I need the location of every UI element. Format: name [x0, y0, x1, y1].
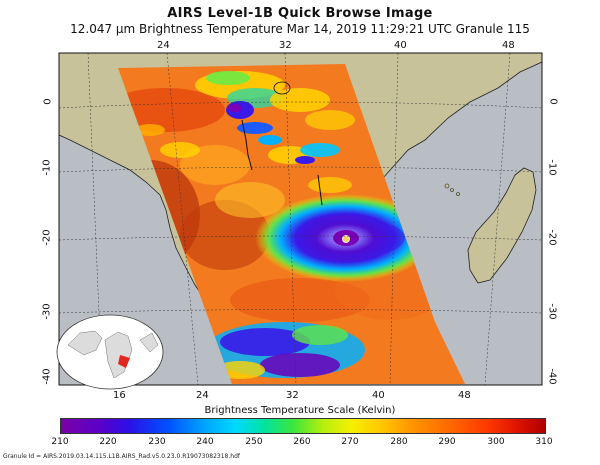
- colorbar-label: 310: [535, 437, 553, 447]
- lake-malawi: [317, 174, 323, 206]
- lat-tick-right: -10: [546, 159, 558, 176]
- lat-tick-left: -40: [41, 368, 53, 385]
- lat-tick-right: -30: [546, 303, 558, 320]
- locator-swath-marker: [118, 355, 130, 368]
- colorbar-label: 210: [51, 437, 69, 447]
- lat-tick-left: 0: [42, 98, 54, 105]
- lon-tick-top: 32: [279, 40, 292, 51]
- colorbar-label: 280: [390, 437, 408, 447]
- lat-tick-left: -30: [41, 303, 53, 320]
- lon-tick-bottom: 32: [286, 390, 299, 401]
- colorbar-label: 240: [196, 437, 214, 447]
- comoros-island: [456, 192, 460, 196]
- lon-tick-bottom: 24: [196, 390, 209, 401]
- granule-id-text: Granule Id = AIRS.2019.03.14.115.L1B.AIR…: [3, 453, 240, 460]
- colorbar-label: 220: [99, 437, 117, 447]
- lat-tick-left: -20: [41, 229, 53, 246]
- lat-tick-left: -10: [41, 159, 53, 176]
- colorbar-label: 260: [293, 437, 311, 447]
- colorbar-title: Brightness Temperature Scale (Kelvin): [204, 405, 396, 416]
- colorbar-label: 250: [245, 437, 263, 447]
- lake-tanganyika: [241, 119, 253, 171]
- comoros-island: [450, 188, 454, 192]
- colorbar-label: 300: [487, 437, 505, 447]
- lon-tick-top: 48: [502, 40, 515, 51]
- locator-globe: [56, 314, 164, 390]
- colorbar-label: 230: [148, 437, 166, 447]
- lake-victoria: [273, 81, 291, 95]
- lon-tick-bottom: 48: [458, 390, 471, 401]
- lat-tick-right: 0: [547, 98, 559, 105]
- lon-tick-top: 40: [394, 40, 407, 51]
- lon-tick-top: 24: [157, 40, 170, 51]
- lat-tick-right: -40: [546, 368, 558, 385]
- lon-tick-bottom: 16: [113, 390, 126, 401]
- lon-tick-bottom: 40: [372, 390, 385, 401]
- lat-tick-right: -20: [546, 229, 558, 246]
- map-frame: [58, 52, 543, 386]
- map-subtitle: 12.047 µm Brightness Temperature Mar 14,…: [70, 22, 530, 36]
- map-title: AIRS Level-1B Quick Browse Image: [167, 6, 433, 21]
- temperature-colorbar: [60, 418, 546, 434]
- comoros-island: [444, 183, 450, 189]
- colorbar-label: 290: [438, 437, 456, 447]
- madagascar: [467, 167, 537, 284]
- colorbar-label: 270: [341, 437, 359, 447]
